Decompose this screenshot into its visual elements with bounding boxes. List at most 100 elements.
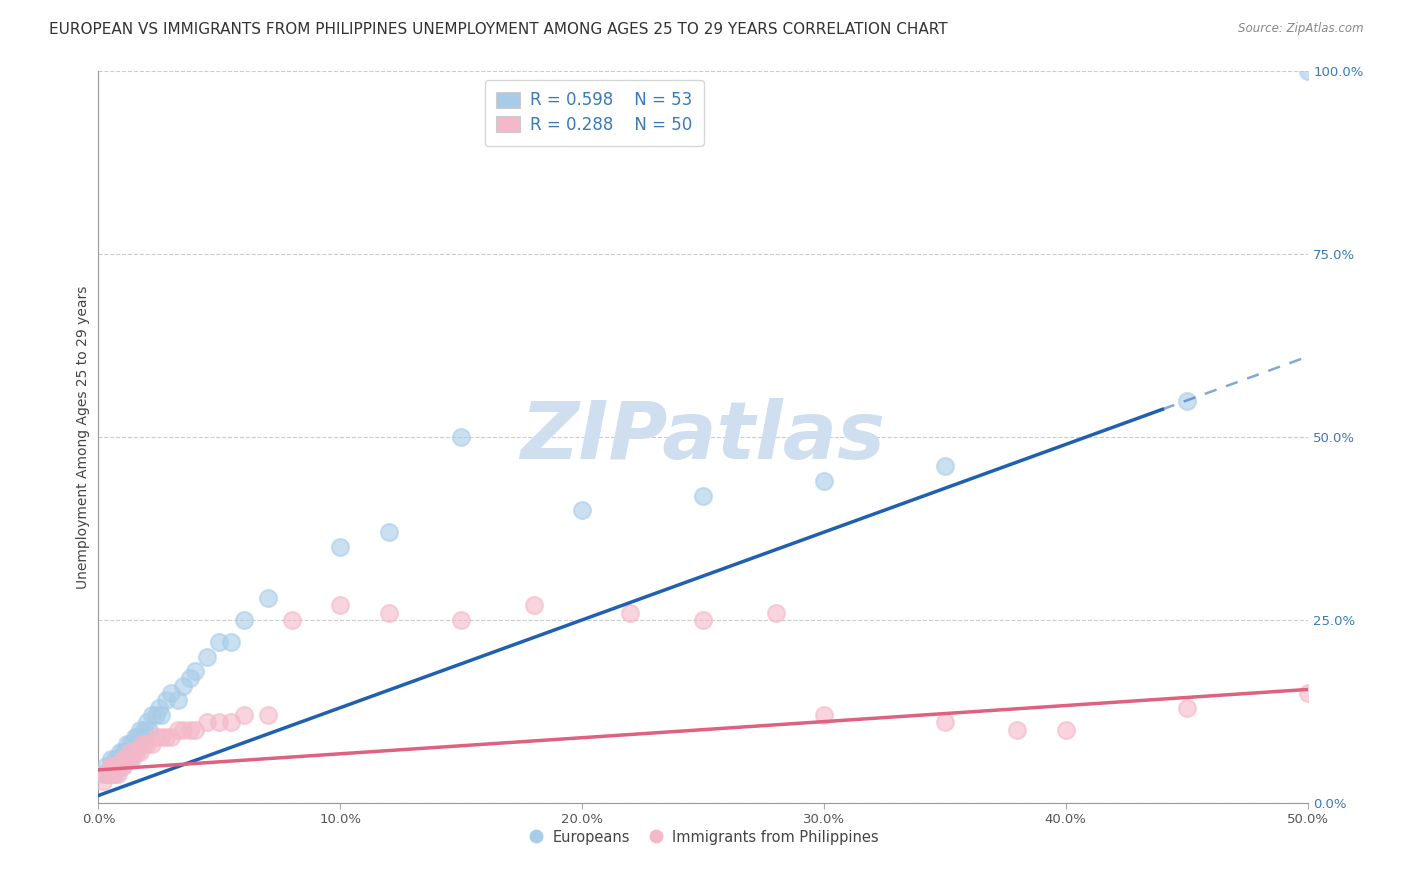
- Point: [184, 664, 207, 678]
- Point: [232, 613, 254, 627]
- Point: [172, 679, 194, 693]
- Point: [934, 715, 956, 730]
- Point: [111, 759, 134, 773]
- Point: [107, 759, 129, 773]
- Point: [111, 745, 134, 759]
- Point: [117, 752, 139, 766]
- Point: [141, 708, 163, 723]
- Point: [179, 723, 201, 737]
- Point: [134, 723, 156, 737]
- Point: [111, 759, 134, 773]
- Point: [117, 745, 139, 759]
- Point: [114, 752, 136, 766]
- Point: [127, 730, 149, 744]
- Point: [167, 693, 190, 707]
- Point: [813, 708, 835, 723]
- Point: [172, 723, 194, 737]
- Point: [124, 745, 146, 759]
- Point: [232, 708, 254, 723]
- Point: [108, 752, 131, 766]
- Point: [124, 730, 146, 744]
- Point: [141, 737, 163, 751]
- Point: [1296, 64, 1319, 78]
- Point: [1054, 723, 1077, 737]
- Text: ZIPatlas: ZIPatlas: [520, 398, 886, 476]
- Point: [256, 708, 278, 723]
- Point: [97, 766, 120, 780]
- Point: [179, 672, 201, 686]
- Point: [1007, 723, 1029, 737]
- Point: [100, 759, 122, 773]
- Point: [281, 613, 304, 627]
- Point: [155, 693, 177, 707]
- Point: [107, 752, 129, 766]
- Point: [150, 730, 173, 744]
- Point: [117, 737, 139, 751]
- Point: [195, 715, 218, 730]
- Point: [208, 715, 231, 730]
- Point: [104, 752, 127, 766]
- Y-axis label: Unemployment Among Ages 25 to 29 years: Unemployment Among Ages 25 to 29 years: [76, 285, 90, 589]
- Point: [329, 540, 352, 554]
- Point: [329, 599, 352, 613]
- Point: [94, 759, 117, 773]
- Point: [195, 649, 218, 664]
- Point: [121, 752, 143, 766]
- Point: [108, 759, 131, 773]
- Point: [145, 730, 167, 744]
- Point: [91, 773, 114, 788]
- Point: [101, 759, 124, 773]
- Point: [104, 766, 127, 780]
- Point: [523, 599, 546, 613]
- Point: [128, 723, 150, 737]
- Point: [100, 759, 122, 773]
- Point: [208, 635, 231, 649]
- Point: [101, 766, 124, 780]
- Point: [138, 723, 160, 737]
- Point: [256, 591, 278, 605]
- Point: [934, 459, 956, 474]
- Point: [1175, 700, 1198, 714]
- Point: [128, 745, 150, 759]
- Point: [124, 745, 146, 759]
- Point: [104, 759, 127, 773]
- Point: [813, 474, 835, 488]
- Point: [765, 606, 787, 620]
- Point: [114, 752, 136, 766]
- Point: [619, 606, 641, 620]
- Point: [221, 715, 243, 730]
- Point: [134, 737, 156, 751]
- Point: [184, 723, 207, 737]
- Point: [167, 723, 190, 737]
- Point: [150, 708, 173, 723]
- Point: [148, 700, 170, 714]
- Point: [107, 766, 129, 780]
- Point: [1296, 686, 1319, 700]
- Point: [145, 708, 167, 723]
- Point: [377, 606, 399, 620]
- Point: [121, 737, 143, 751]
- Point: [91, 766, 114, 780]
- Point: [692, 613, 714, 627]
- Point: [450, 430, 472, 444]
- Point: [571, 503, 593, 517]
- Point: [101, 759, 124, 773]
- Point: [94, 766, 117, 780]
- Point: [111, 752, 134, 766]
- Point: [135, 737, 157, 751]
- Point: [118, 752, 141, 766]
- Point: [155, 730, 177, 744]
- Point: [377, 525, 399, 540]
- Point: [118, 745, 141, 759]
- Point: [114, 745, 136, 759]
- Text: EUROPEAN VS IMMIGRANTS FROM PHILIPPINES UNEMPLOYMENT AMONG AGES 25 TO 29 YEARS C: EUROPEAN VS IMMIGRANTS FROM PHILIPPINES …: [49, 22, 948, 37]
- Point: [221, 635, 243, 649]
- Point: [100, 752, 122, 766]
- Point: [450, 613, 472, 627]
- Point: [160, 686, 183, 700]
- Point: [131, 737, 153, 751]
- Point: [127, 745, 149, 759]
- Point: [692, 489, 714, 503]
- Legend: Europeans, Immigrants from Philippines: Europeans, Immigrants from Philippines: [522, 823, 884, 850]
- Point: [135, 715, 157, 730]
